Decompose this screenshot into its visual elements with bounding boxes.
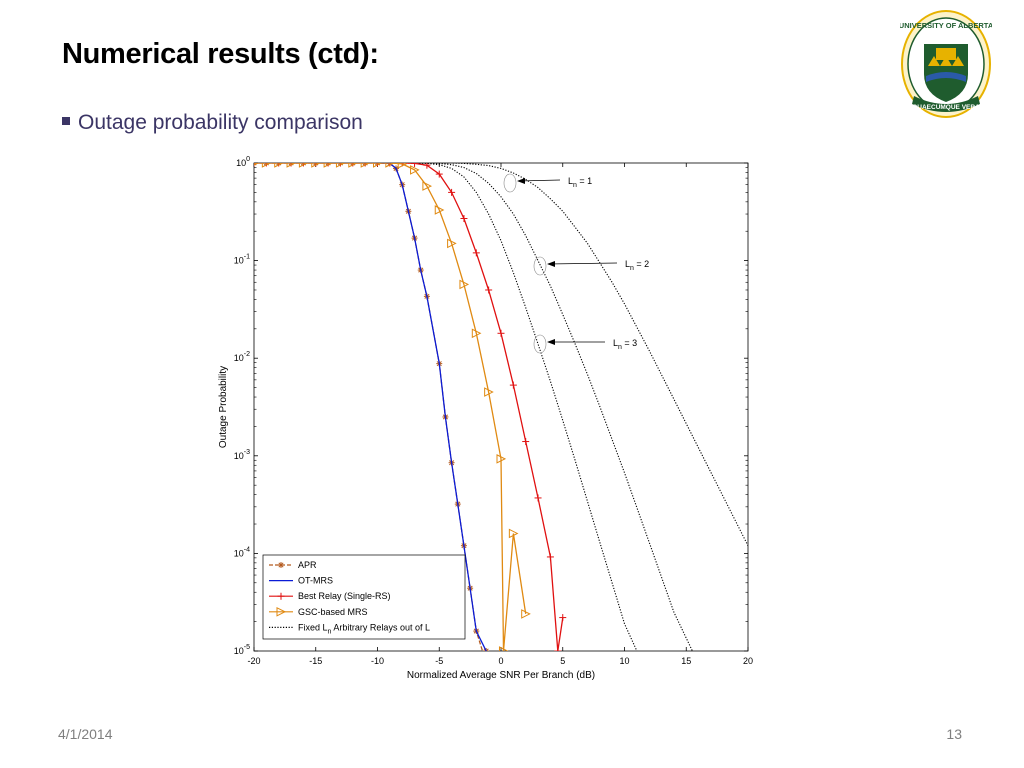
y-tick-label: 10-2 [234, 351, 250, 363]
legend-label: Fixed Ln Arbitrary Relays out of L [298, 622, 430, 635]
series-marker-gsc-based-mrs [447, 238, 457, 249]
annotation-ellipse [533, 334, 547, 354]
series-line-fixed-ln-2 [254, 163, 693, 651]
annotation-label: Ln = 1 [568, 176, 592, 189]
annotation-label: Ln = 3 [613, 338, 637, 351]
annotation-arrow-line [547, 262, 618, 265]
x-tick-label: -15 [309, 656, 322, 666]
x-tick-label: 5 [560, 656, 565, 666]
series-marker-gsc-based-mrs [323, 163, 334, 168]
series-marker-best-relay-single-rs [472, 249, 480, 257]
series-marker-best-relay-single-rs [485, 286, 493, 294]
series-marker-gsc-based-mrs [311, 163, 321, 168]
legend-marker [278, 562, 284, 568]
legend-marker [276, 606, 287, 617]
series-marker-gsc-based-mrs [286, 163, 297, 168]
series-marker-best-relay-single-rs [509, 381, 517, 389]
y-tick-label: 10-1 [234, 254, 250, 266]
series-marker-gsc-based-mrs [373, 163, 383, 168]
x-tick-label: -5 [435, 656, 443, 666]
series-marker-best-relay-single-rs [448, 188, 456, 196]
series-line-fixed-ln-1 [254, 163, 748, 546]
series-marker-gsc-based-mrs [471, 328, 482, 339]
series-marker-gsc-based-mrs [261, 163, 272, 168]
legend-box [262, 554, 466, 640]
series-marker-gsc-based-mrs [274, 163, 284, 168]
legend-label: APR [298, 560, 317, 570]
series-marker-gsc-based-mrs [521, 609, 531, 619]
series-marker-gsc-based-mrs [422, 181, 433, 191]
series-marker-gsc-based-mrs [360, 163, 371, 168]
square-bullet-icon [62, 117, 70, 125]
bullet-text: Outage probability comparison [78, 111, 363, 134]
y-tick-label: 10-5 [234, 644, 250, 656]
annotation-ellipse [503, 173, 517, 193]
series-marker-gsc-based-mrs [498, 646, 509, 651]
legend-label: OT-MRS [298, 576, 333, 586]
series-line-ot-mrs [254, 163, 487, 651]
legend-label: GSC-based MRS [298, 607, 368, 617]
series-line-gsc-based-mrs [254, 163, 527, 651]
series-marker-best-relay-single-rs [534, 494, 542, 502]
annotation-label: Ln = 2 [625, 259, 649, 272]
series-marker-best-relay-single-rs [497, 329, 505, 337]
x-tick-label: 10 [619, 656, 629, 666]
series-marker-gsc-based-mrs [496, 454, 507, 464]
series-marker-best-relay-single-rs [559, 614, 567, 622]
series-marker-gsc-based-mrs [298, 163, 309, 168]
footer-date: 4/1/2014 [58, 726, 113, 742]
series-marker-gsc-based-mrs [459, 279, 470, 290]
y-tick-label: 10-4 [234, 546, 250, 558]
annotation-arrowhead [517, 178, 525, 184]
legend-label: Best Relay (Single-RS) [298, 591, 391, 601]
plot-area [254, 163, 748, 651]
series-marker-best-relay-single-rs [546, 553, 554, 561]
series-marker-gsc-based-mrs [434, 205, 445, 215]
annotation-arrowhead [547, 339, 555, 345]
x-tick-label: 0 [498, 656, 503, 666]
logo-text-banner: QUAECUMQUE VERA [912, 104, 980, 111]
y-axis-label: Outage Probability [218, 366, 229, 448]
y-tick-label: 10-3 [234, 449, 250, 461]
series-marker-gsc-based-mrs [508, 528, 519, 539]
logo-text-top: UNIVERSITY OF ALBERTA [900, 21, 992, 30]
bullet-point: Outage probability comparison [62, 111, 363, 135]
x-tick-label: -20 [247, 656, 260, 666]
series-marker-best-relay-single-rs [435, 170, 443, 178]
series-marker-best-relay-single-rs [460, 214, 468, 222]
series-line-fixed-ln-3 [254, 163, 638, 651]
x-tick-label: 15 [681, 656, 691, 666]
series-marker-gsc-based-mrs [348, 163, 358, 168]
series-marker-apr [483, 648, 490, 651]
annotation-arrowhead [547, 261, 555, 267]
series-marker-gsc-based-mrs [397, 163, 408, 169]
x-axis-label: Normalized Average SNR Per Branch (dB) [407, 670, 595, 681]
outage-probability-chart: 100 10-1 10-2 10-3 10-4 10-5-20 -15 -10 -5 0 5 10 15… [218, 156, 753, 681]
series-marker-best-relay-single-rs [423, 163, 431, 169]
series-marker-best-relay-single-rs [411, 163, 419, 167]
x-tick-label: -10 [371, 656, 384, 666]
series-marker-gsc-based-mrs [410, 165, 420, 175]
x-tick-label: 20 [743, 656, 753, 666]
series-marker-gsc-based-mrs [335, 163, 346, 168]
university-logo: UNIVERSITY OF ALBERTA QUAECUMQUE VERA [900, 10, 992, 118]
y-tick-label: 100 [236, 156, 250, 168]
footer-page-number: 13 [946, 726, 962, 742]
slide-title: Numerical results (ctd): [62, 38, 379, 70]
series-marker-gsc-based-mrs [385, 163, 395, 168]
annotation-ellipse [533, 256, 547, 276]
series-marker-gsc-based-mrs [484, 387, 494, 397]
legend-marker [277, 592, 285, 600]
series-marker-best-relay-single-rs [522, 438, 530, 446]
series-marker-best-relay-single-rs [554, 647, 562, 651]
